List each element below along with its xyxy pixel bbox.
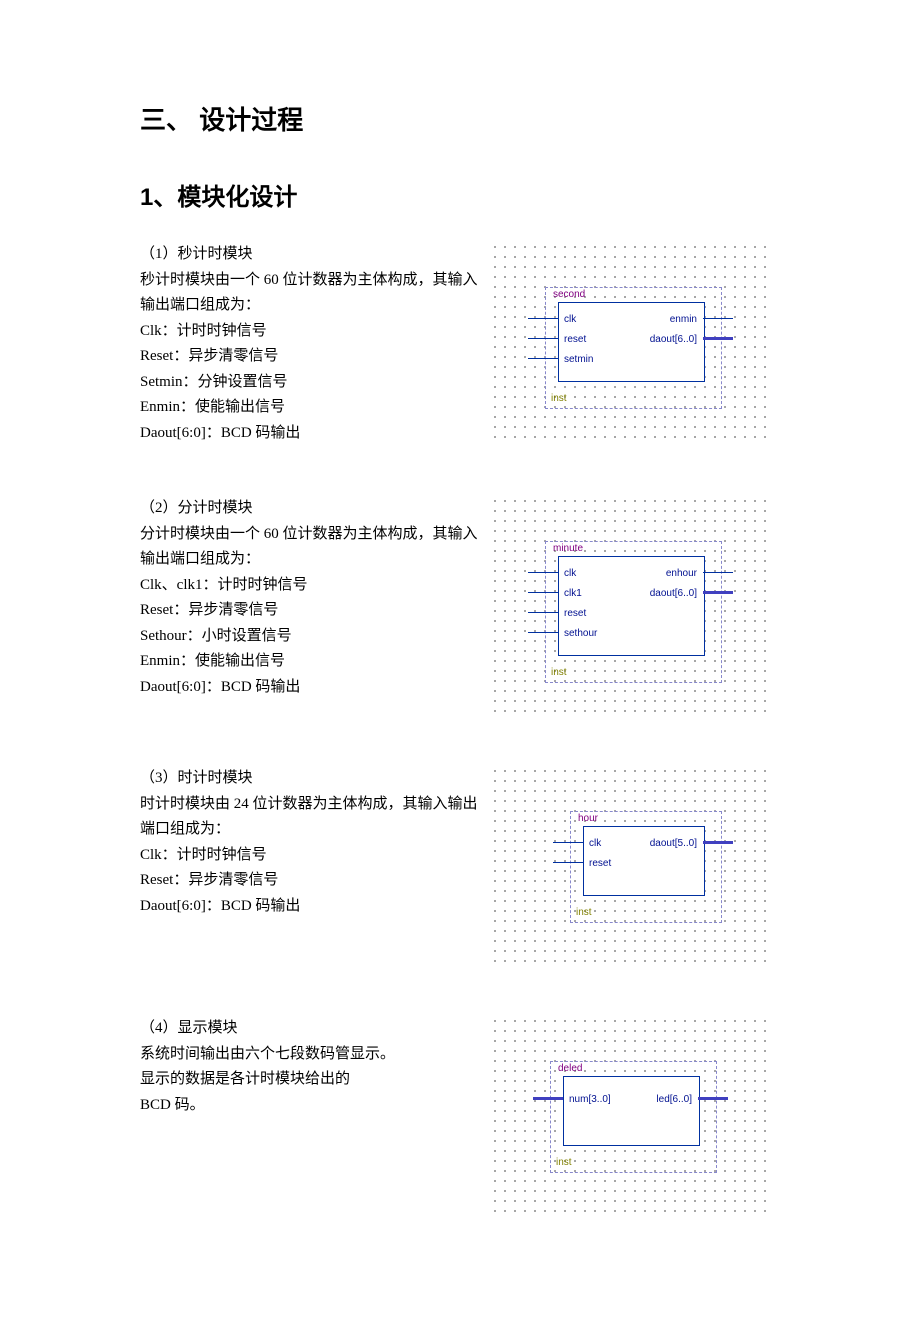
module-section: （4）显示模块系统时间输出由六个七段数码管显示。显示的数据是各计时模块给出的BC… [140, 1016, 780, 1216]
input-wire [528, 572, 558, 573]
module-port-text: Reset：异步清零信号 [140, 868, 480, 894]
instance-label: inst [556, 1157, 572, 1168]
instance-label: inst [551, 393, 567, 404]
module-text: （4）显示模块系统时间输出由六个七段数码管显示。显示的数据是各计时模块给出的BC… [140, 1016, 480, 1118]
schematic-grid: minute clk clk1 reset sethour enhour daout[6..… [490, 496, 770, 716]
schematic-grid: second clk reset setmin enmin daout[6..0] inst [490, 242, 770, 442]
input-port-label: setmin [564, 354, 593, 365]
module-title: （2）分计时模块 [140, 496, 480, 522]
module-text: （3）时计时模块时计时模块由 24 位计数器为主体构成，其输入输出端口组成为：C… [140, 766, 480, 919]
module-diagram: second clk reset setmin enmin daout[6..0] inst [490, 242, 770, 442]
input-wire [553, 842, 583, 843]
schematic-grid: deled num[3..0] led[6..0] inst [490, 1016, 770, 1216]
module-section: （3）时计时模块时计时模块由 24 位计数器为主体构成，其输入输出端口组成为：C… [140, 766, 780, 966]
module-diagram: deled num[3..0] led[6..0] inst [490, 1016, 770, 1216]
input-port-label: clk [564, 568, 576, 579]
module-text: （1）秒计时模块秒计时模块由一个 60 位计数器为主体构成，其输入输出端口组成为… [140, 242, 480, 446]
output-wire [703, 841, 733, 844]
sub-heading: 1、模块化设计 [140, 177, 780, 212]
block-label: second [551, 289, 587, 300]
input-port-label: reset [564, 334, 586, 345]
output-port-label: enhour [666, 568, 697, 579]
input-wire [528, 318, 558, 319]
module-description: 时计时模块由 24 位计数器为主体构成，其输入输出端口组成为： [140, 792, 480, 843]
output-port-label: daout[6..0] [650, 334, 697, 345]
input-wire [553, 862, 583, 863]
input-port-label: clk1 [564, 588, 582, 599]
input-port-label: clk [589, 838, 601, 849]
module-description: 秒计时模块由一个 60 位计数器为主体构成，其输入输出端口组成为： [140, 268, 480, 319]
block-label: hour [576, 813, 600, 824]
input-wire [528, 632, 558, 633]
module-port-text: Clk、clk1：计时时钟信号 [140, 573, 480, 599]
module-title: （1）秒计时模块 [140, 242, 480, 268]
input-port-label: sethour [564, 628, 597, 639]
module-port-text: Clk：计时时钟信号 [140, 319, 480, 345]
input-wire [528, 358, 558, 359]
input-port-label: num[3..0] [569, 1094, 611, 1105]
module-title: （3）时计时模块 [140, 766, 480, 792]
module-port-text: Sethour：小时设置信号 [140, 624, 480, 650]
module-port-text: 显示的数据是各计时模块给出的 [140, 1067, 480, 1093]
module-diagram: hour clk reset daout[5..0] inst [490, 766, 770, 966]
output-port-label: led[6..0] [656, 1094, 692, 1105]
module-port-text: Setmin：分钟设置信号 [140, 370, 480, 396]
output-wire [703, 318, 733, 319]
input-port-label: clk [564, 314, 576, 325]
block-label: deled [556, 1063, 584, 1074]
module-port-text: Enmin：使能输出信号 [140, 395, 480, 421]
module-text: （2）分计时模块分计时模块由一个 60 位计数器为主体构成，其输入输出端口组成为… [140, 496, 480, 700]
output-wire [703, 572, 733, 573]
module-description: 系统时间输出由六个七段数码管显示。 [140, 1042, 480, 1068]
module-port-text: BCD 码。 [140, 1093, 480, 1119]
input-port-label: reset [589, 858, 611, 869]
module-port-text: Reset：异步清零信号 [140, 344, 480, 370]
output-wire [703, 337, 733, 340]
output-wire [698, 1097, 728, 1100]
instance-label: inst [576, 907, 592, 918]
module-port-text: Daout[6:0]：BCD 码输出 [140, 894, 480, 920]
module-port-text: Daout[6:0]：BCD 码输出 [140, 675, 480, 701]
module-section: （1）秒计时模块秒计时模块由一个 60 位计数器为主体构成，其输入输出端口组成为… [140, 242, 780, 446]
input-wire [533, 1097, 563, 1100]
module-diagram: minute clk clk1 reset sethour enhour daout[6..… [490, 496, 770, 716]
module-port-text: Daout[6:0]：BCD 码输出 [140, 421, 480, 447]
block-inner-boundary [563, 1076, 700, 1146]
module-port-text: Reset：异步清零信号 [140, 598, 480, 624]
output-port-label: enmin [670, 314, 697, 325]
module-title: （4）显示模块 [140, 1016, 480, 1042]
module-section: （2）分计时模块分计时模块由一个 60 位计数器为主体构成，其输入输出端口组成为… [140, 496, 780, 716]
output-port-label: daout[5..0] [650, 838, 697, 849]
input-port-label: reset [564, 608, 586, 619]
instance-label: inst [551, 667, 567, 678]
module-description: 分计时模块由一个 60 位计数器为主体构成，其输入输出端口组成为： [140, 522, 480, 573]
schematic-grid: hour clk reset daout[5..0] inst [490, 766, 770, 966]
output-port-label: daout[6..0] [650, 588, 697, 599]
output-wire [703, 591, 733, 594]
block-label: minute [551, 543, 585, 554]
input-wire [528, 338, 558, 339]
module-port-text: Clk：计时时钟信号 [140, 843, 480, 869]
module-port-text: Enmin：使能输出信号 [140, 649, 480, 675]
main-heading: 三、 设计过程 [140, 100, 780, 137]
input-wire [528, 592, 558, 593]
input-wire [528, 612, 558, 613]
